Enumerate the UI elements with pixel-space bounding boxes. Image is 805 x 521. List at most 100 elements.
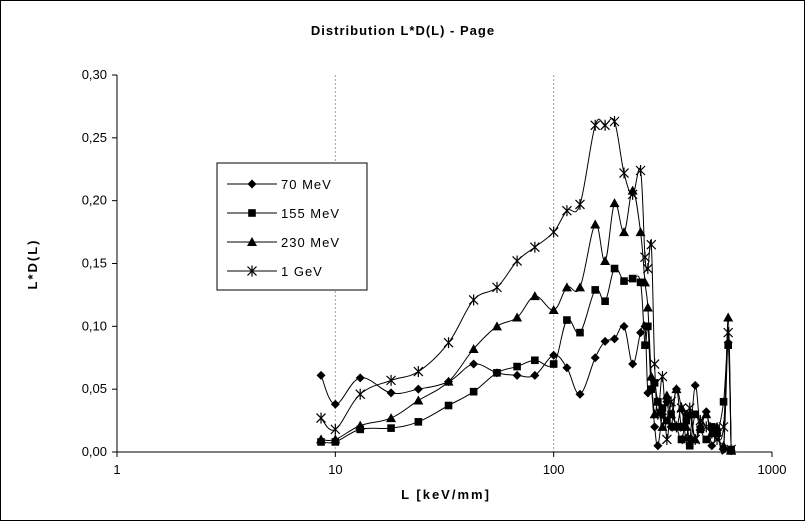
data-point <box>549 360 558 368</box>
data-point <box>724 341 732 349</box>
data-point <box>469 359 479 369</box>
data-point <box>548 226 559 238</box>
chart-title: Distribution L*D(L) - Page <box>311 23 495 38</box>
data-point <box>561 282 572 292</box>
legend-marker <box>247 265 257 277</box>
data-point <box>620 277 628 285</box>
legend-item: 230 MeV <box>227 235 340 250</box>
data-point <box>561 205 572 217</box>
data-point <box>530 370 540 380</box>
x-tick-label: 100 <box>543 462 565 477</box>
data-point <box>642 263 653 275</box>
data-point <box>575 198 585 210</box>
data-point <box>713 429 721 437</box>
data-point <box>512 312 523 322</box>
data-point <box>468 294 479 306</box>
data-point <box>574 282 585 292</box>
data-point <box>671 421 682 433</box>
legend-marker <box>247 179 257 189</box>
data-point <box>682 416 691 425</box>
data-point <box>576 328 584 337</box>
data-point <box>690 380 700 390</box>
legend-marker <box>247 237 257 246</box>
data-point <box>443 337 454 349</box>
data-point <box>443 376 454 386</box>
data-point <box>684 402 695 414</box>
y-tick-label: 0,00 <box>82 444 107 459</box>
data-point <box>619 227 630 237</box>
data-point <box>640 251 650 263</box>
x-axis-label: L [keV/mm] <box>401 487 491 502</box>
data-point <box>719 397 728 406</box>
data-point <box>663 416 671 425</box>
data-point <box>413 384 423 394</box>
data-point <box>690 433 701 445</box>
data-point <box>639 277 650 287</box>
data-point <box>677 435 686 444</box>
data-point <box>590 353 600 363</box>
data-point <box>657 421 668 431</box>
data-point <box>563 316 571 324</box>
legend-label: 155 MeV <box>281 206 340 221</box>
data-point <box>726 443 737 455</box>
data-point <box>600 255 611 265</box>
data-point <box>386 374 396 386</box>
data-point <box>627 188 638 200</box>
legend-label: 70 MeV <box>281 177 332 192</box>
data-point <box>512 255 523 267</box>
legend-item: 155 MeV <box>227 206 340 221</box>
data-point <box>650 379 659 387</box>
data-point <box>685 441 694 450</box>
data-point <box>609 198 620 208</box>
data-point <box>653 441 663 451</box>
data-point <box>414 418 423 426</box>
data-point <box>600 119 611 131</box>
data-point <box>562 363 572 373</box>
legend-label: 230 MeV <box>281 235 340 250</box>
data-point <box>330 434 341 444</box>
data-point <box>355 388 366 400</box>
data-point <box>512 370 522 380</box>
data-point <box>549 350 559 360</box>
legend-label: 1 GeV <box>281 264 323 279</box>
y-tick-label: 0,20 <box>82 193 107 208</box>
data-point <box>548 304 559 314</box>
data-point <box>330 423 341 435</box>
data-point <box>636 328 646 338</box>
data-point <box>531 356 539 365</box>
data-point <box>316 370 326 380</box>
data-point <box>316 434 327 444</box>
data-point <box>386 413 397 423</box>
data-point <box>652 408 663 420</box>
data-point <box>609 115 620 127</box>
data-point <box>601 297 609 305</box>
data-point <box>706 427 717 439</box>
axes: 0,00 0,05 0,10 0,15 0,20 0,25 0,30 1 10 100 1000 <box>82 67 787 477</box>
x-tick-label: 10 <box>328 462 342 477</box>
data-point <box>355 420 366 430</box>
data-point <box>681 433 692 445</box>
data-point <box>646 239 657 251</box>
data-point <box>661 433 672 445</box>
data-point <box>413 366 424 378</box>
data-point <box>610 264 619 273</box>
data-point <box>708 423 716 431</box>
x-tick-label: 1 <box>113 462 120 477</box>
data-point <box>330 399 340 409</box>
data-point <box>666 396 677 408</box>
data-point <box>641 341 649 349</box>
data-point <box>628 359 638 369</box>
data-point <box>712 433 722 445</box>
data-point <box>642 302 653 312</box>
x-tick-label: 1000 <box>758 462 787 477</box>
legend-marker <box>248 209 256 217</box>
data-point <box>590 219 601 229</box>
y-tick-label: 0,30 <box>82 67 107 82</box>
data-point <box>619 167 629 179</box>
data-point <box>649 409 660 419</box>
data-point <box>387 424 395 432</box>
data-point <box>691 410 700 419</box>
data-point <box>628 274 637 283</box>
data-point <box>712 421 723 431</box>
legend-item: 1 GeV <box>227 264 323 279</box>
